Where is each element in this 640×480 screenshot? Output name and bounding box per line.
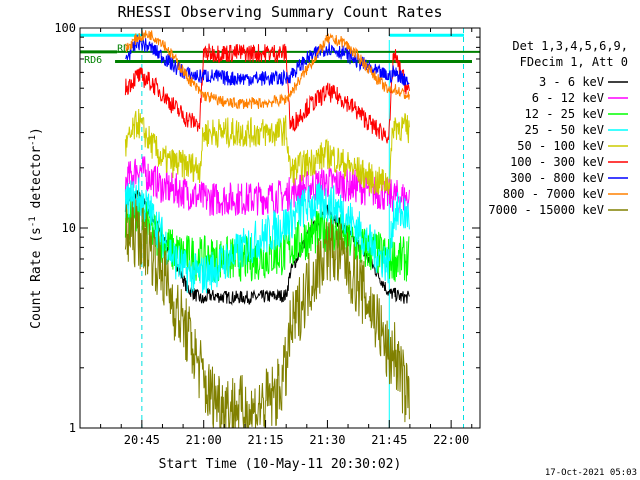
legend-items: 3 - 6 keV 6 - 12 keV 12 - 25 keV 25 - 50 ke… [488, 75, 628, 217]
y-axis-label: Count Rate (s-1 detector-1) [28, 127, 44, 329]
series-line [124, 156, 410, 216]
x-tick-label: 21:15 [248, 433, 284, 447]
legend-entry-label: 7000 - 15000 keV [488, 203, 604, 217]
series-line [124, 177, 410, 294]
y-label-part: ) [29, 127, 44, 135]
rd6-annotation: RD6 [84, 55, 102, 66]
x-tick-label: 21:30 [309, 433, 345, 447]
footer-date: 17-Oct-2021 05:03 [545, 468, 637, 478]
legend-entry-label: 3 - 6 keV [539, 75, 604, 89]
legend-header-line: Det 1,3,4,5,6,9, [512, 39, 628, 53]
y-label-part: detector [29, 146, 44, 217]
y-label-superscript: -1 [28, 216, 38, 227]
legend-entry-label: 25 - 50 keV [525, 123, 604, 137]
legend-entry-label: 50 - 100 keV [517, 139, 604, 153]
legend-entry-label: 300 - 800 keV [510, 171, 604, 185]
chart-title: RHESSI Observing Summary Count Rates [117, 3, 442, 21]
x-tick-label: 20:45 [124, 433, 160, 447]
x-axis-label: Start Time (10-May-11 20:30:02) [159, 457, 402, 472]
x-tick-label: 21:45 [371, 433, 407, 447]
y-tick-label: 100 [54, 21, 76, 35]
series-line [125, 30, 410, 110]
legend-entry-label: 100 - 300 keV [510, 155, 604, 169]
legend: Det 1,3,4,5,6,9, FDecim 1, Att 0 3 - 6 k… [488, 39, 628, 217]
series-line [124, 199, 410, 429]
legend-header-line: FDecim 1, Att 0 [520, 55, 628, 69]
y-tick-label: 10 [62, 221, 76, 235]
y-tick-label: 1 [69, 421, 76, 435]
y-axis-ticks: 1 10 100 [54, 21, 480, 435]
plot-series [124, 30, 410, 429]
x-tick-label: 21:00 [186, 433, 222, 447]
x-axis-ticks: 20:45 21:00 21:15 21:30 21:45 22:00 [79, 28, 473, 447]
legend-entry-label: 12 - 25 keV [525, 107, 604, 121]
y-label-part: Count Rate (s [29, 227, 44, 329]
series-line [124, 108, 410, 196]
legend-entry-label: 6 - 12 keV [532, 91, 604, 105]
series-line [124, 43, 410, 144]
y-label-superscript: -1 [28, 135, 38, 146]
legend-entry-label: 800 - 7000 keV [503, 187, 604, 201]
x-tick-label: 22:00 [433, 433, 469, 447]
